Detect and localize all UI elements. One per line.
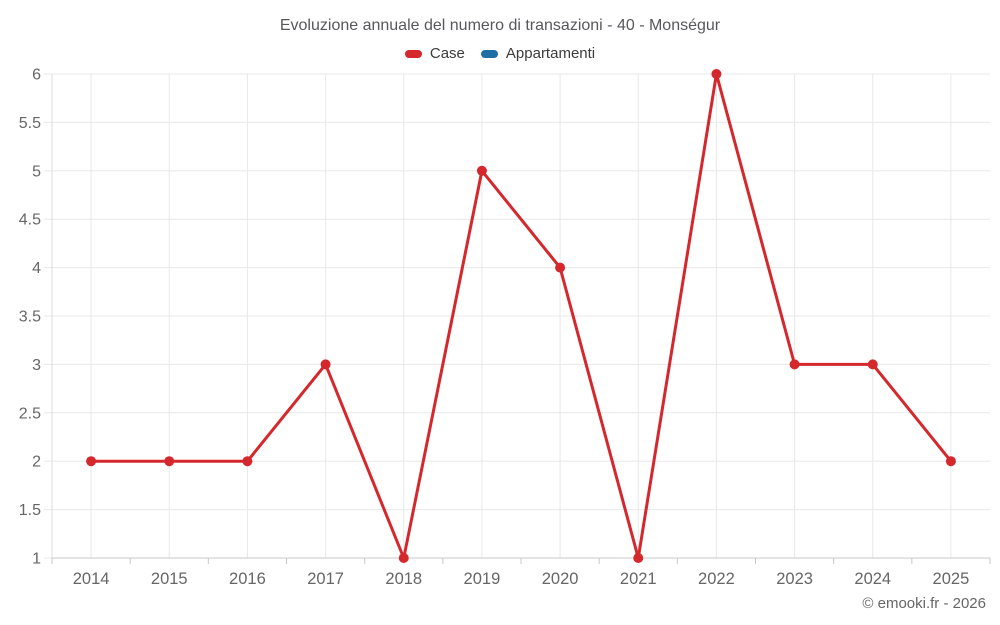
y-axis-label: 1 bbox=[32, 551, 41, 568]
data-point-case-2017[interactable] bbox=[320, 359, 331, 370]
y-axis-label: 3.5 bbox=[19, 309, 41, 326]
data-point-case-2022[interactable] bbox=[711, 69, 722, 79]
x-axis-label: 2020 bbox=[542, 570, 579, 588]
y-axis-label: 2 bbox=[32, 454, 41, 471]
y-axis-label: 3 bbox=[32, 357, 41, 374]
legend-label-appartamenti: Appartamenti bbox=[505, 45, 596, 62]
data-point-case-2019[interactable] bbox=[476, 165, 487, 176]
data-point-case-2014[interactable] bbox=[86, 456, 97, 467]
legend-item-case[interactable]: Case bbox=[404, 45, 465, 62]
data-point-case-2021[interactable] bbox=[633, 553, 644, 563]
data-point-case-2016[interactable] bbox=[242, 456, 253, 467]
y-axis-label: 4 bbox=[32, 260, 41, 277]
chart-title: Evoluzione annuale del numero di transaz… bbox=[279, 17, 721, 34]
case-series-swatch-icon bbox=[404, 49, 422, 58]
x-axis-label: 2024 bbox=[854, 570, 891, 588]
y-axis-label: 1.5 bbox=[19, 502, 41, 519]
y-axis-label: 2.5 bbox=[19, 405, 41, 422]
x-axis-label: 2016 bbox=[229, 570, 266, 588]
data-point-case-2023[interactable] bbox=[789, 359, 800, 370]
data-point-case-2018[interactable] bbox=[398, 553, 409, 563]
x-axis-label: 2017 bbox=[307, 570, 344, 588]
legend-label-case: Case bbox=[429, 45, 465, 62]
data-point-case-2025[interactable] bbox=[945, 456, 956, 467]
chart-legend: Case Appartamenti bbox=[0, 45, 1000, 62]
x-axis-label: 2022 bbox=[698, 570, 735, 588]
x-axis-label: 2018 bbox=[385, 570, 422, 588]
x-axis-label: 2025 bbox=[933, 570, 970, 588]
data-point-case-2024[interactable] bbox=[867, 359, 878, 370]
data-point-case-2015[interactable] bbox=[164, 456, 175, 467]
y-axis-label: 5 bbox=[32, 163, 41, 180]
y-axis-label: 5.5 bbox=[19, 115, 41, 132]
series-line-case bbox=[89, 72, 953, 560]
data-point-case-2020[interactable] bbox=[555, 262, 566, 273]
x-axis-label: 2014 bbox=[73, 570, 110, 588]
y-axis-label: 6 bbox=[32, 67, 41, 84]
credit-text: © emooki.fr - 2026 bbox=[862, 595, 986, 612]
y-axis-label: 4.5 bbox=[19, 212, 41, 229]
appartamenti-series-swatch-icon bbox=[480, 49, 498, 58]
legend-item-appartamenti[interactable]: Appartamenti bbox=[480, 45, 596, 62]
x-axis-label: 2015 bbox=[151, 570, 188, 588]
x-axis-label: 2023 bbox=[776, 570, 813, 588]
x-axis-label: 2019 bbox=[464, 570, 501, 588]
x-axis-label: 2021 bbox=[620, 570, 657, 588]
